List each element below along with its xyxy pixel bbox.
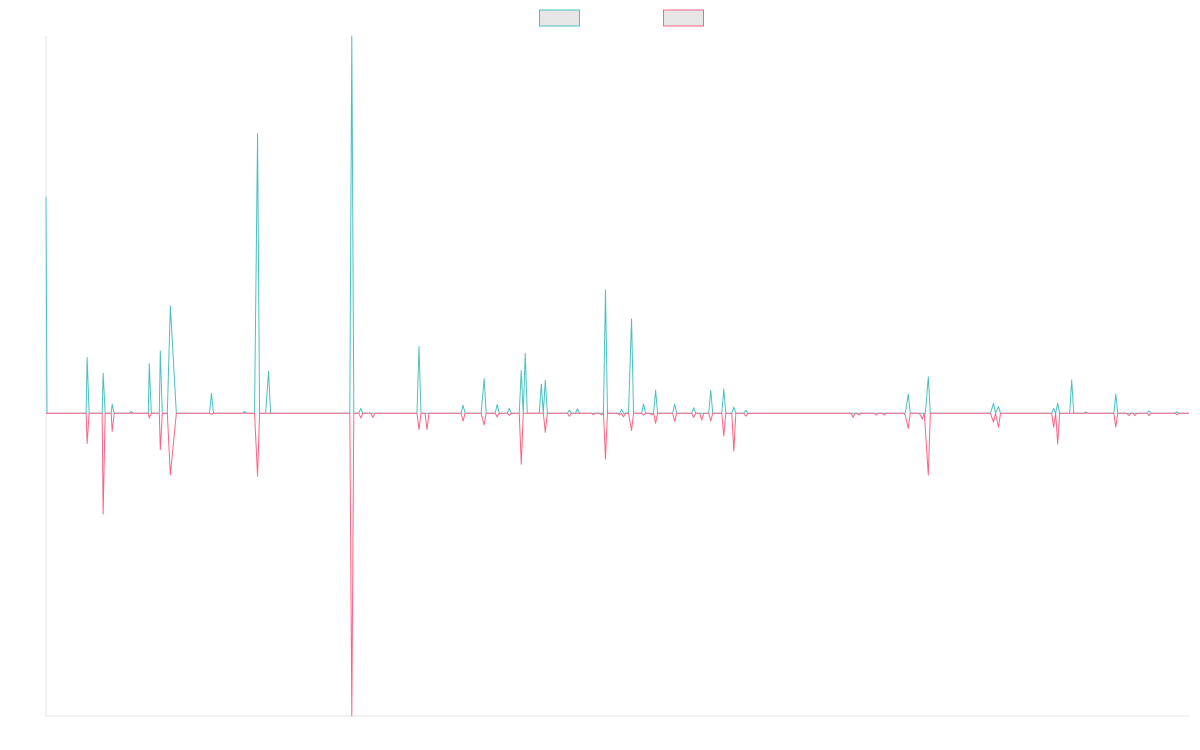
legend-swatch-series-2[interactable] (663, 9, 704, 27)
legend[interactable] (539, 9, 704, 27)
axes (45, 36, 1189, 717)
series-line-1 (45, 35, 1189, 414)
legend-swatch-series-1[interactable] (539, 9, 580, 27)
plot-area (45, 35, 1189, 717)
series-line-2 (46, 412, 1189, 717)
